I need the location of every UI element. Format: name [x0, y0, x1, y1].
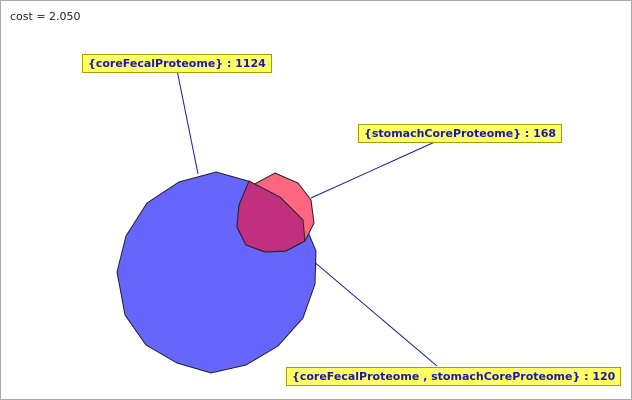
leader-line-core-fecal — [176, 69, 199, 175]
label-stomach: {stomachCoreProteome} : 168 — [358, 124, 563, 143]
cost-readout: cost = 2.050 — [10, 10, 81, 23]
intersection-region — [236, 180, 306, 253]
leader-line-stomach — [310, 140, 438, 199]
leader-line-intersection — [292, 243, 438, 367]
label-intersection: {coreFecalProteome , stomachCoreProteome… — [286, 367, 622, 386]
label-core-fecal: {coreFecalProteome} : 1124 — [82, 54, 272, 73]
